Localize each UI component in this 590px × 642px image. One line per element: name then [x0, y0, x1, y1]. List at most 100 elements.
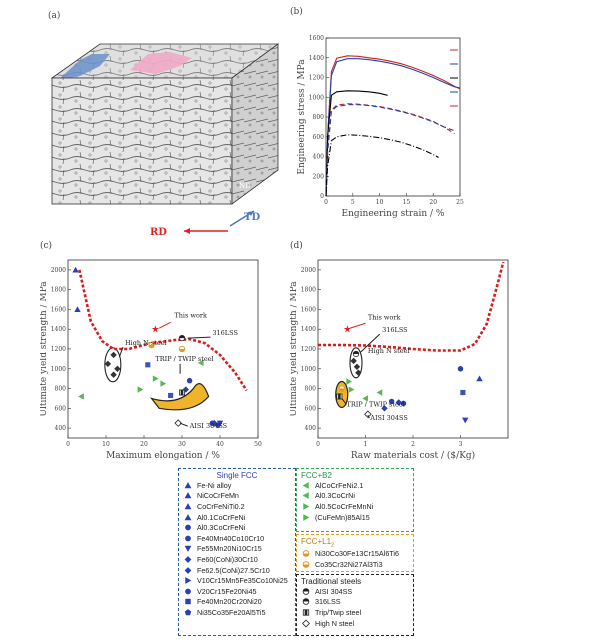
- stress-strain-chart: (b) 0 5 10 15 20 25 0 200 400 600 800 1000 1200 1400 16…: [290, 6, 464, 219]
- legend-item: Co35Cr32Ni27Al3Ti3: [301, 559, 409, 570]
- elongation-strength-chart: (c) 0 10 20 30 40 50 400 600 800 1000 1200 1400 1600 1…: [39, 240, 262, 461]
- chart-d-axes: 0 1 2 3 400 600 800 1000 1200 1400 1600 1800 2000 Raw…: [289, 259, 509, 461]
- y-tick-label: 2000: [301, 267, 316, 274]
- legend-item: High N steel: [301, 618, 409, 629]
- series-line-0: [325, 55, 461, 197]
- legend-item-label: NiCoCrFeMn: [197, 491, 239, 501]
- data-point: [457, 366, 464, 372]
- legend-item: Fe40Mn40Co10Cr10: [183, 533, 291, 544]
- legend-marker: [185, 535, 191, 542]
- legend-marker: [185, 588, 191, 595]
- cube-illustration: (a) ND TD RD: [48, 10, 280, 238]
- legend-marker: [302, 561, 310, 568]
- legend-marker: [302, 492, 309, 500]
- legend-fcc-b2: FCC+B2 AlCoCrFeNi2.1 Al0.3CoCrNi Al0.5CoCr…: [296, 468, 414, 532]
- legend-title-traditional: Traditional steels: [301, 577, 362, 586]
- data-point: [353, 363, 361, 370]
- data-point: [74, 306, 81, 313]
- data-point: [350, 357, 357, 365]
- data-point: [381, 405, 388, 412]
- legend-marker-shape: [184, 503, 192, 510]
- annotation-aisi-304-arrow: [179, 422, 188, 427]
- annotation-high-n: High N steel: [125, 339, 167, 347]
- data-point: [152, 375, 159, 382]
- data-point: [336, 393, 343, 400]
- y-tick-label: 1600: [51, 306, 66, 313]
- data-point: [137, 386, 144, 393]
- y-tick-label: 1800: [51, 287, 66, 294]
- chart-b-axes: 0 5 10 15 20 25 0 200 400 600 800 1000 1200 1400 1600 E…: [297, 35, 464, 219]
- annotation-trip: TRIP / TWIP steel: [347, 400, 405, 408]
- data-point: [343, 325, 352, 333]
- data-point: [216, 420, 224, 427]
- trip-twip-region: [149, 383, 210, 411]
- data-point: [78, 393, 84, 400]
- data-point: [174, 419, 182, 427]
- x-tick-label: 5: [351, 199, 355, 206]
- legend-item-label: Fe55Mn20Ni10Cr15: [197, 544, 262, 554]
- legend-item: Fe-Ni alloy: [183, 480, 291, 491]
- legend-marker-shape: [302, 598, 310, 606]
- legend-marker-shape: [185, 524, 191, 531]
- legend-marker: [303, 513, 310, 521]
- data-point: [72, 266, 79, 273]
- legend-marker-shape: [302, 481, 309, 489]
- legend-marker: [185, 524, 191, 531]
- y-tick-label: 600: [55, 405, 67, 412]
- td-label: TD: [244, 212, 260, 223]
- legend-title-single-fcc: Single FCC: [216, 471, 258, 480]
- x-tick-label: 50: [254, 441, 262, 448]
- data-point: [186, 377, 193, 384]
- trend-line: [78, 269, 248, 392]
- legend-marker-shape: [302, 588, 310, 595]
- data-point: [179, 389, 185, 396]
- annotation-316lss: 316LSS: [212, 329, 238, 337]
- legend-item: AISI 304SS: [301, 586, 409, 597]
- legend-marker: [302, 550, 310, 558]
- x-tick-label: 1: [364, 441, 368, 448]
- data-point: [178, 335, 186, 342]
- legend-item-label: CoCrFeNiTi0.2: [197, 501, 245, 511]
- y-tick-label: 1200: [309, 75, 324, 82]
- x-tick-label: 0: [316, 441, 320, 448]
- legend: Single FCC Fe-Ni alloy NiCoCrFeMn CoCrFeNi…: [178, 468, 414, 638]
- legend-item-label: V20Cr15Fe20Ni45: [197, 586, 257, 596]
- legend-marker-shape: [302, 550, 310, 558]
- legend-item-label: Ni30Co30Fe13Cr15Al6Ti6: [315, 549, 400, 559]
- data-point: [462, 417, 469, 424]
- legend-marker: [185, 599, 191, 605]
- cost-strength-chart: (d) 0 1 2 3 400 600 800 1000 1200 1400 1600 1800 2000…: [289, 240, 509, 461]
- legend-item-label: Fe40Mn40Co10Cr10: [197, 533, 265, 543]
- y-tick-label: 1000: [309, 94, 324, 101]
- data-point: [168, 392, 174, 399]
- y-tick-label: 0: [320, 193, 324, 200]
- y-tick-label: 1400: [51, 326, 66, 333]
- x-tick-label: 20: [429, 199, 437, 206]
- data-point: [145, 362, 151, 368]
- x-tick-label: 3: [459, 441, 463, 448]
- annotation-trip: TRIP / TWIP steel: [155, 355, 213, 363]
- legend-marker-shape: [184, 566, 192, 574]
- legend-marker: [184, 481, 192, 489]
- legend-item-label: Al0.3CoCrFeNi: [197, 523, 246, 533]
- annotation-this-work: This work: [174, 311, 207, 319]
- x-tick-label: 10: [376, 199, 384, 206]
- x-tick-label: 0: [324, 199, 328, 206]
- legend-marker: [302, 588, 310, 595]
- data-point: [364, 410, 372, 419]
- legend-marker: [184, 513, 192, 520]
- y-tick-label: 1800: [301, 287, 316, 294]
- y-tick-label: 1200: [301, 346, 316, 353]
- blue-grain-highlight: [58, 54, 110, 80]
- legend-item: Fe60(CoNi)30Cr10: [183, 554, 291, 565]
- legend-marker-shape: [184, 481, 192, 489]
- plot-frame: [67, 259, 259, 439]
- legend-marker-shape: [303, 513, 310, 521]
- legend-item: NiCoCrFeMn: [183, 491, 291, 502]
- legend-marker-shape: [185, 588, 191, 595]
- legend-marker-shape: [184, 609, 192, 616]
- data-point: [151, 325, 160, 333]
- y-axis-label: Engineering stress / MPa: [297, 59, 307, 175]
- legend-item: (CuFeMn)85Al15: [301, 512, 409, 523]
- legend-marker-shape: [302, 619, 310, 628]
